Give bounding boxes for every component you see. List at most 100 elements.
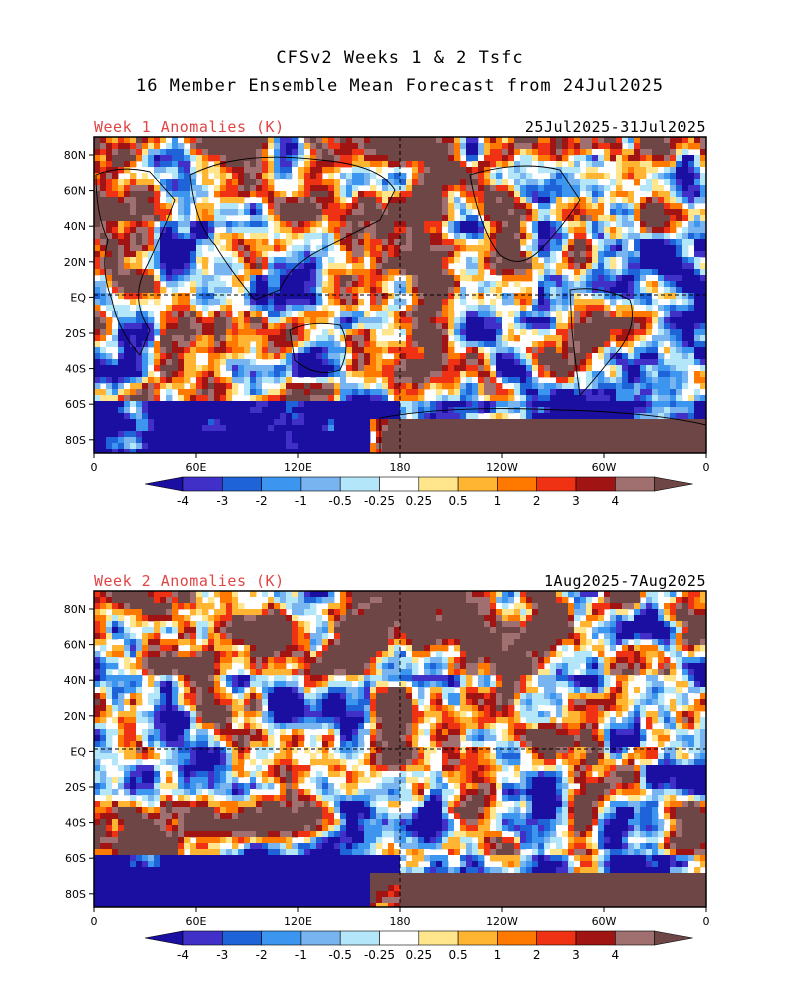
colorbar-segment	[536, 930, 577, 946]
colorbar-label: -0.25	[364, 494, 395, 508]
colorbar-segment	[339, 930, 380, 946]
lat-tick-label: 60N	[64, 639, 86, 652]
colorbar-label: 1	[494, 948, 502, 962]
lon-tick-label: 60W	[592, 461, 617, 474]
colorbar-segment	[457, 930, 498, 946]
week1-date-range: 25Jul2025-31Jul2025	[524, 118, 706, 136]
colorbar-segment	[457, 476, 498, 492]
colorbar-segment	[575, 930, 616, 946]
lat-tick-label: 20S	[65, 327, 86, 340]
chart-title-line2: 16 Member Ensemble Mean Forecast from 24…	[135, 76, 665, 96]
lat-tick-label: 80S	[65, 888, 86, 901]
lat-tick-label: 20S	[65, 781, 86, 794]
colorbar: -4 -3 -2 -1 -0.5 -0.25 0.25 0.5 1 2 3 4	[144, 476, 693, 508]
colorbar-segment	[497, 930, 537, 946]
week2-panel-label: Week 2 Anomalies (K)	[94, 572, 285, 590]
lon-tick-label: 180	[390, 915, 411, 928]
colorbar-label: 3	[572, 948, 580, 962]
colorbar-label: 0.5	[449, 948, 468, 962]
lon-tick-label: 0	[703, 461, 710, 474]
lon-tick-label: 0	[91, 915, 98, 928]
colorbar-label: 2	[533, 948, 541, 962]
lat-tick-label: 80N	[64, 603, 86, 616]
colorbar: -4 -3 -2 -1 -0.5 -0.25 0.25 0.5 1 2 3 4	[144, 930, 693, 962]
colorbar-label: -0.5	[328, 948, 351, 962]
chart-title-line1: CFSv2 Weeks 1 & 2 Tsfc	[276, 48, 524, 68]
colorbar-label: 0.25	[405, 948, 432, 962]
lat-tick-label: 60S	[65, 852, 86, 865]
lat-tick-label: 60N	[64, 185, 86, 198]
colorbar-segment	[536, 476, 577, 492]
anomaly-field	[94, 591, 706, 907]
colorbar-segment	[379, 476, 420, 492]
lon-tick-label: 0	[703, 915, 710, 928]
lat-tick-label: EQ	[70, 291, 86, 304]
colorbar-label: -1	[295, 494, 307, 508]
lon-tick-label: 60E	[186, 915, 207, 928]
colorbar-label: 0.25	[405, 494, 432, 508]
colorbar-label: -3	[216, 948, 228, 962]
lat-tick-label: 40N	[64, 220, 86, 233]
week1-panel-label: Week 1 Anomalies (K)	[94, 118, 285, 136]
week2-date-range: 1Aug2025-7Aug2025	[543, 572, 706, 590]
lat-tick-label: 80N	[64, 149, 86, 162]
colorbar-label: -0.25	[364, 948, 395, 962]
colorbar-label: 3	[572, 494, 580, 508]
colorbar-segment	[300, 476, 341, 492]
lat-tick-label: 40S	[65, 817, 86, 830]
coastline	[289, 322, 347, 373]
lat-tick-label: 20N	[64, 256, 86, 269]
lon-tick-label: 180	[390, 461, 411, 474]
colorbar-segment	[418, 476, 459, 492]
colorbar-label: 2	[533, 494, 541, 508]
colorbar-label: 4	[611, 494, 619, 508]
coastline	[379, 408, 706, 453]
colorbar-label: -2	[256, 948, 268, 962]
coastline	[469, 165, 581, 262]
lon-tick-label: 60W	[592, 915, 617, 928]
lat-tick-label: 40N	[64, 674, 86, 687]
colorbar-label: -4	[177, 494, 189, 508]
colorbar-label: -3	[216, 494, 228, 508]
coastline	[95, 168, 176, 356]
lon-tick-label: 0	[91, 461, 98, 474]
colorbar-segment	[339, 476, 380, 492]
colorbar-segment	[222, 476, 262, 492]
colorbar-segment	[614, 930, 655, 946]
colorbar-segment	[300, 930, 341, 946]
lat-tick-label: 20N	[64, 710, 86, 723]
colorbar-segment	[418, 930, 459, 946]
colorbar-label: 1	[494, 494, 502, 508]
colorbar-label: -2	[256, 494, 268, 508]
colorbar-segment	[261, 476, 302, 492]
colorbar-segment	[261, 930, 302, 946]
colorbar-segment	[497, 476, 537, 492]
lat-tick-label: 40S	[65, 363, 86, 376]
colorbar-segment	[182, 476, 223, 492]
colorbar-segment	[222, 930, 262, 946]
lat-tick-label: EQ	[70, 745, 86, 758]
lon-tick-label: 120W	[486, 915, 518, 928]
colorbar-label: -0.5	[328, 494, 351, 508]
colorbar-label: 0.5	[449, 494, 468, 508]
colorbar-upper-arrow	[654, 930, 693, 946]
colorbar-lower-arrow	[144, 930, 184, 946]
colorbar-segment	[575, 476, 616, 492]
colorbar-label: -4	[177, 948, 189, 962]
colorbar-label: -1	[295, 948, 307, 962]
colorbar-lower-arrow	[144, 476, 184, 492]
lat-tick-label: 80S	[65, 434, 86, 447]
coastline	[189, 156, 396, 301]
lon-tick-label: 120E	[284, 915, 312, 928]
lat-tick-label: 60S	[65, 398, 86, 411]
colorbar-segment	[614, 476, 655, 492]
colorbar-segment	[379, 930, 420, 946]
colorbar-upper-arrow	[654, 476, 693, 492]
lon-tick-label: 120W	[486, 461, 518, 474]
colorbar-segment	[182, 930, 223, 946]
coastline	[569, 288, 633, 396]
lon-tick-label: 60E	[186, 461, 207, 474]
